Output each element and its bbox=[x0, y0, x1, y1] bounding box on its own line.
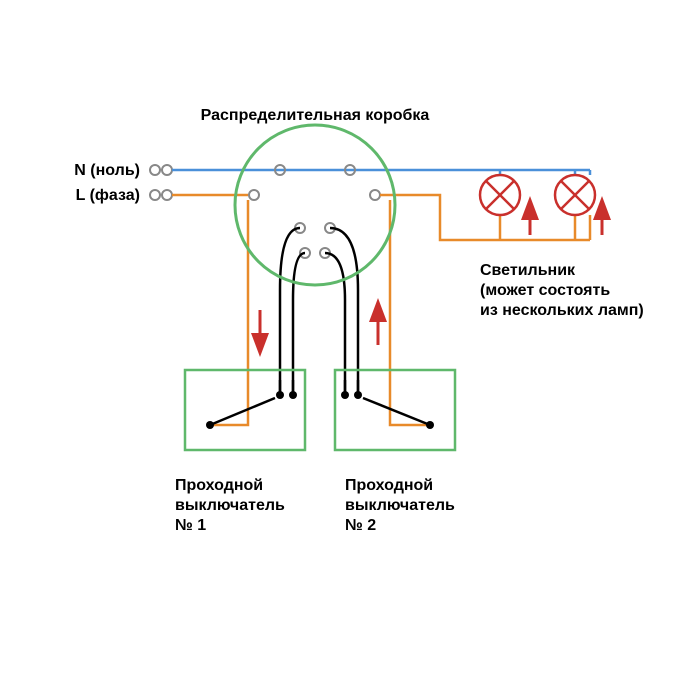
phase-wire bbox=[390, 200, 430, 425]
l-label: L (фаза) bbox=[76, 187, 140, 204]
switch2-label-1: Проходной bbox=[345, 477, 433, 494]
switch1-label-2: выключатель bbox=[175, 497, 285, 514]
terminal bbox=[162, 165, 172, 175]
traveller-wire bbox=[293, 253, 305, 395]
terminal bbox=[370, 190, 380, 200]
lamp-label-2: (может состоять bbox=[480, 282, 610, 299]
lamp-icon bbox=[555, 175, 595, 215]
phase-wire bbox=[210, 200, 248, 425]
terminal bbox=[249, 190, 259, 200]
switch2-label-3: № 2 bbox=[345, 517, 376, 534]
switch-wiper bbox=[363, 398, 430, 425]
switch-wiper bbox=[210, 398, 275, 425]
terminal bbox=[150, 165, 160, 175]
switch2-label-2: выключатель bbox=[345, 497, 455, 514]
n-label: N (ноль) bbox=[74, 162, 140, 179]
lamp-icon bbox=[480, 175, 520, 215]
title-label: Распределительная коробка bbox=[201, 107, 430, 124]
switch1-label-3: № 1 bbox=[175, 517, 206, 534]
switch1-label-1: Проходной bbox=[175, 477, 263, 494]
terminal bbox=[150, 190, 160, 200]
lamp-label-1: Светильник bbox=[480, 262, 576, 279]
lamp-label-3: из нескольких ламп) bbox=[480, 302, 644, 319]
terminal bbox=[162, 190, 172, 200]
junction-box bbox=[235, 125, 395, 285]
